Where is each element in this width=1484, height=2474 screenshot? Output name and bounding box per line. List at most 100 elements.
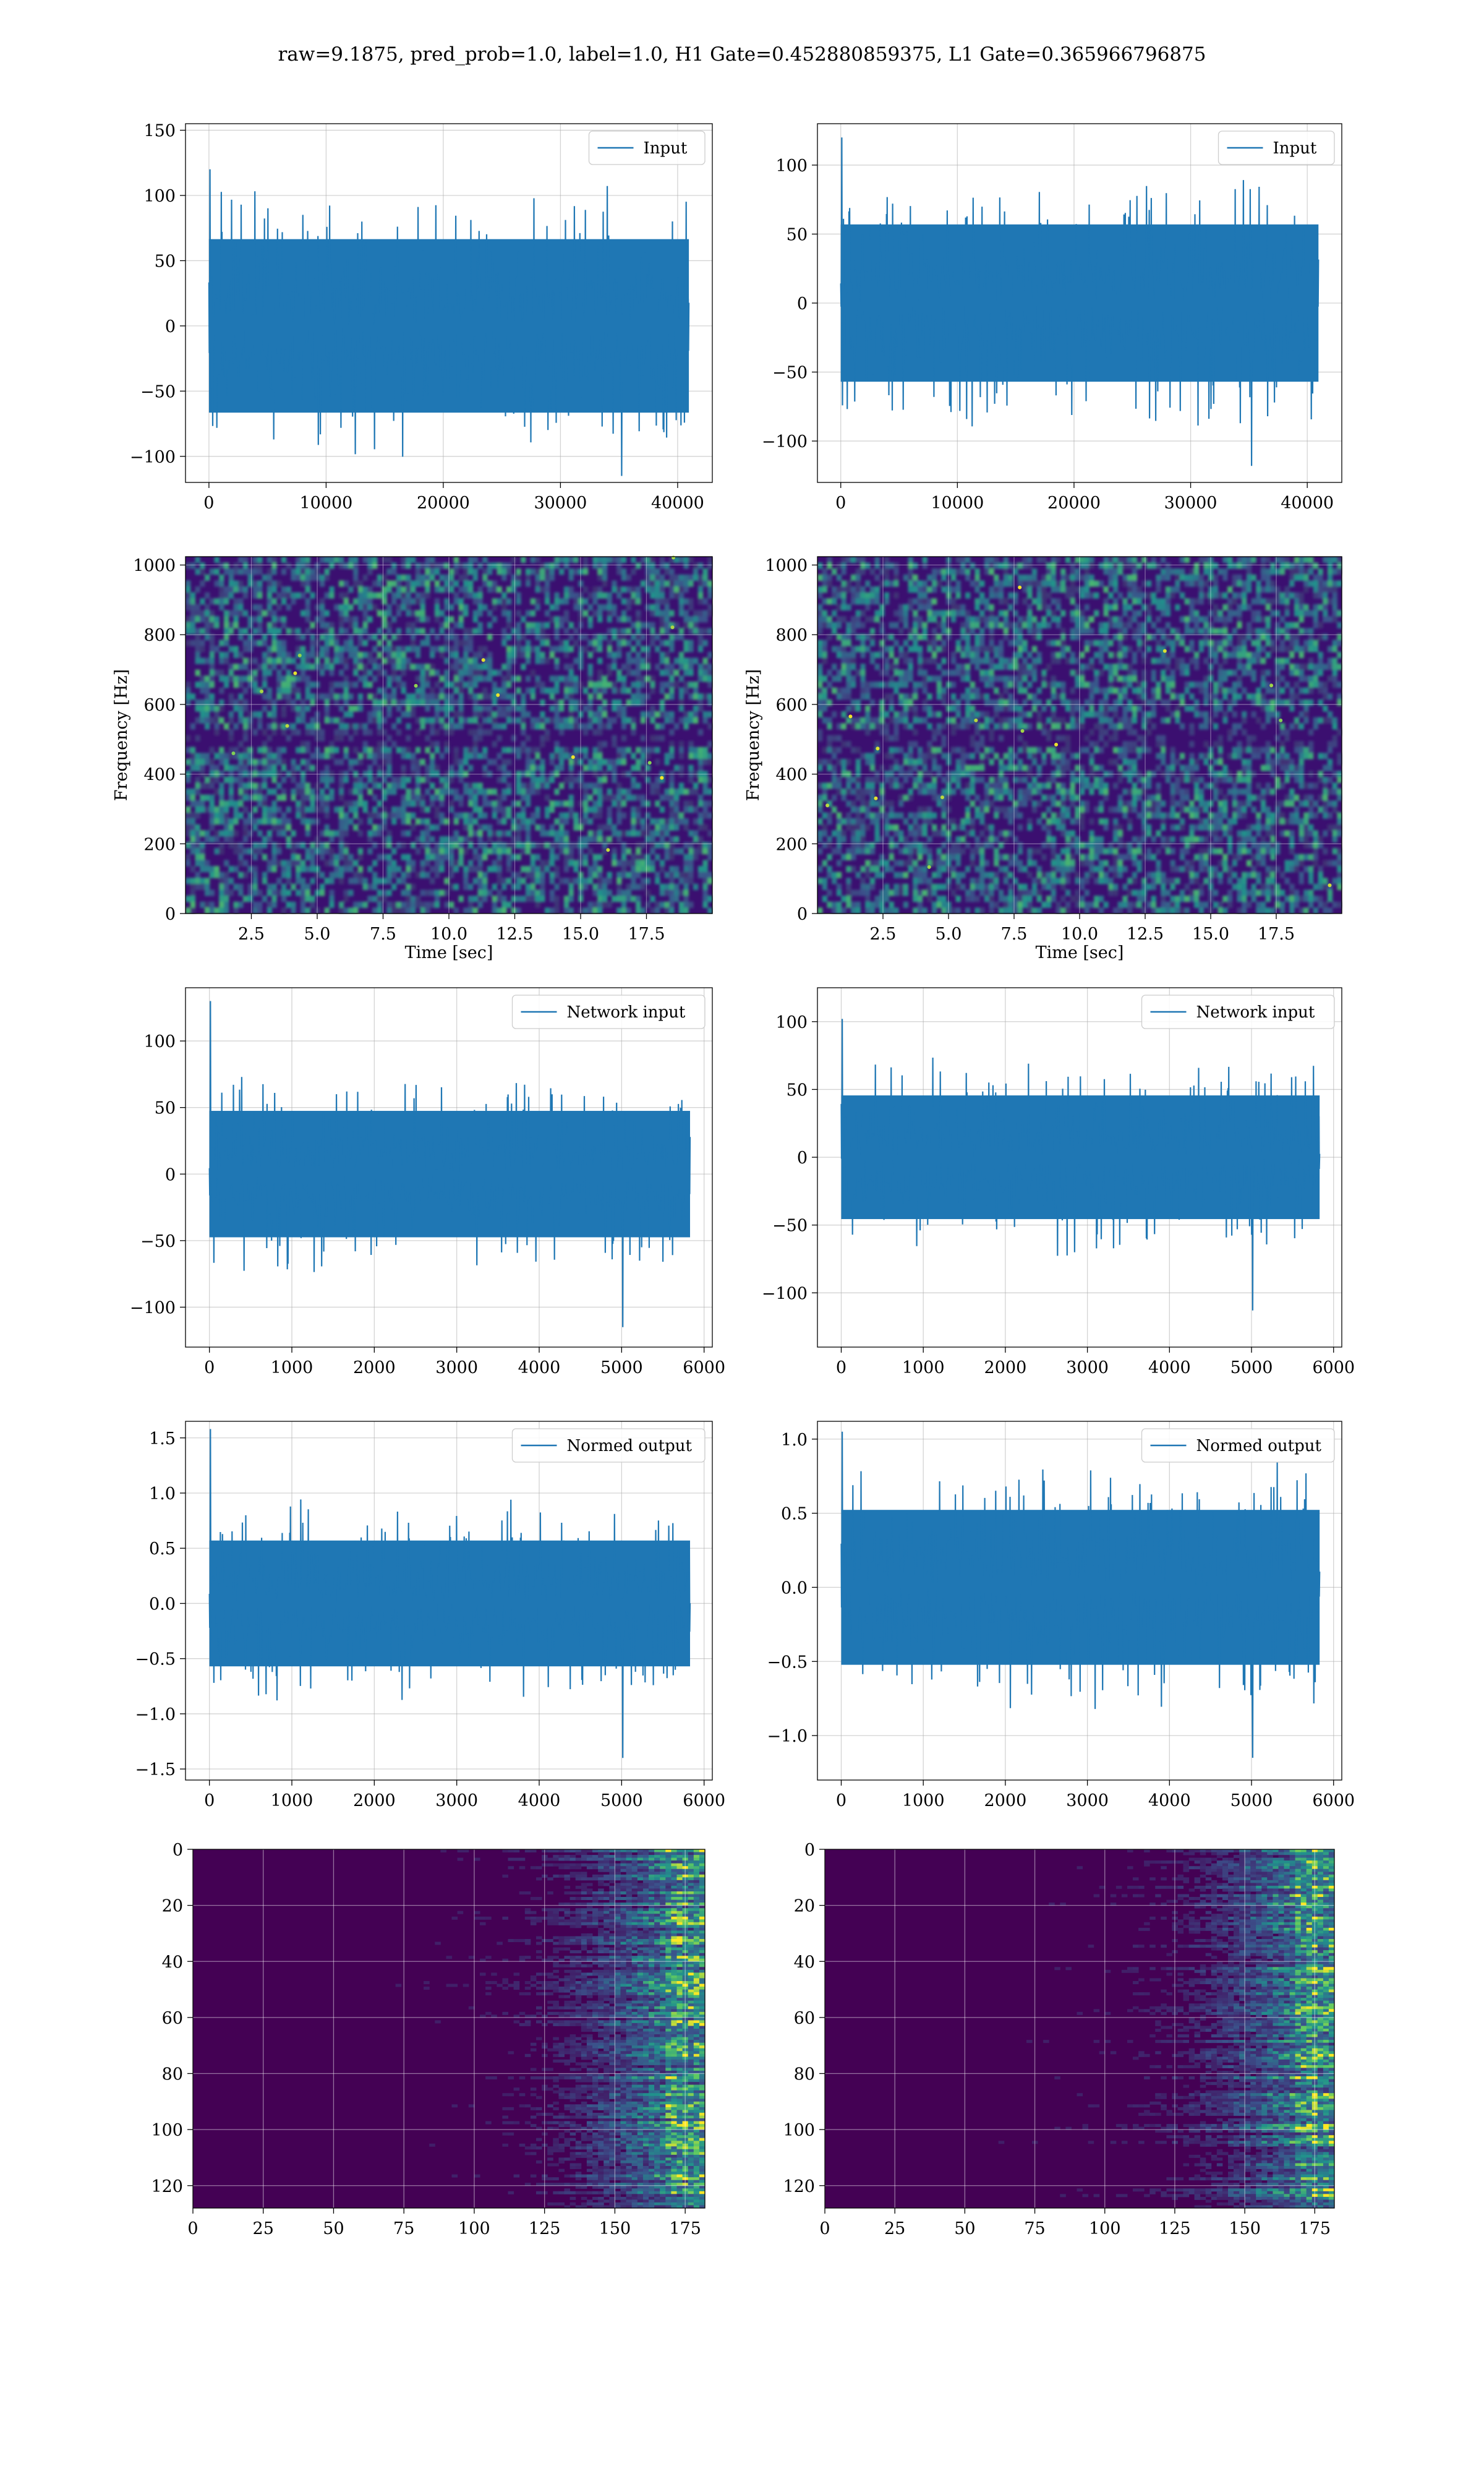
y-tick-label: 60 (162, 2009, 183, 2028)
x-tick-label: 100 (1089, 2219, 1121, 2238)
series-line-network-input (208, 1001, 691, 1327)
x-tick-label: 17.5 (1258, 925, 1295, 944)
y-tick-label: 200 (143, 835, 176, 854)
x-tick-label: 4000 (518, 1791, 561, 1810)
legend: Input (588, 131, 706, 165)
x-tick-label: 5000 (600, 1358, 643, 1377)
x-tick-label: 12.5 (1127, 925, 1164, 944)
y-tick-label: 0 (165, 1165, 176, 1184)
bright-pixel (874, 796, 878, 800)
x-tick-label: 2000 (984, 1791, 1027, 1810)
x-tick-label: 15.0 (562, 925, 599, 944)
legend-label: Input (644, 139, 688, 158)
x-tick-label: 4000 (518, 1358, 561, 1377)
y-tick-label: 40 (162, 1953, 183, 1972)
x-axis-label: Time [sec] (405, 943, 493, 962)
axes-frame (185, 556, 713, 914)
chart-normed-output-l1: 0 1000 2000 3000 4000 5000 6000 −1.0 −0.5 0.0 0.5 1… (767, 1421, 1355, 1810)
y-tick-label: 200 (775, 835, 808, 854)
y-tick-label: 800 (143, 626, 176, 645)
figure-title: raw=9.1875, pred_prob=1.0, label=1.0, H1… (278, 43, 1206, 66)
y-tick-label: 150 (143, 122, 176, 141)
bright-pixel (1054, 742, 1059, 747)
legend-box (511, 995, 706, 1029)
bright-pixel (285, 724, 289, 728)
x-tick-label: 10.0 (1061, 925, 1098, 944)
x-tick-label: 175 (669, 2219, 701, 2238)
y-tick-label: −50 (140, 1232, 176, 1251)
y-tick-label: 80 (794, 2065, 815, 2084)
y-tick-label: −50 (772, 1217, 808, 1236)
y-tick-label: 0 (797, 1149, 808, 1168)
y-tick-label: −100 (130, 448, 176, 467)
bright-pixel (1020, 729, 1025, 733)
x-tick-label: 125 (529, 2219, 561, 2238)
bright-pixel (260, 689, 264, 693)
x-tick-label: 2000 (353, 1791, 396, 1810)
bright-pixel (670, 625, 675, 630)
y-tick-label: 400 (143, 766, 176, 785)
y-tick-label: 800 (775, 626, 808, 645)
x-tick-label: 75 (1024, 2219, 1045, 2238)
x-tick-label: 5.0 (304, 925, 331, 944)
y-tick-label: 120 (783, 2177, 815, 2196)
y-tick-label: 20 (794, 1897, 815, 1916)
x-tick-label: 4000 (1148, 1791, 1191, 1810)
x-tick-label: 3000 (435, 1791, 478, 1810)
bright-pixel (825, 803, 830, 808)
x-tick-label: 0 (836, 1791, 846, 1810)
y-tick-label: 120 (151, 2177, 183, 2196)
legend-box (588, 131, 706, 165)
legend: Normed output (1141, 1428, 1335, 1463)
x-tick-label: 150 (599, 2219, 631, 2238)
x-tick-label: 10000 (931, 494, 984, 513)
x-tick-label: 6000 (683, 1791, 725, 1810)
y-tick-label: 60 (794, 2009, 815, 2028)
bright-pixel (231, 751, 236, 755)
x-tick-label: 7.5 (1001, 925, 1028, 944)
x-axis-label: Time [sec] (1036, 943, 1124, 962)
y-tick-label: 0.0 (781, 1578, 808, 1598)
bright-pixel (1269, 683, 1274, 688)
x-tick-label: 2.5 (238, 925, 265, 944)
x-tick-label: 1000 (271, 1358, 313, 1377)
x-tick-label: 6000 (1312, 1358, 1355, 1377)
y-tick-label: −1.0 (135, 1705, 176, 1724)
x-tick-label: 10000 (299, 494, 352, 513)
legend: Network input (511, 995, 706, 1029)
bright-pixel (927, 865, 931, 869)
y-tick-label: 50 (155, 1099, 176, 1118)
legend-box (1217, 131, 1335, 165)
y-tick-label: −100 (762, 432, 808, 452)
y-tick-label: −50 (140, 382, 176, 401)
x-tick-label: 2000 (984, 1358, 1027, 1377)
heatmap-cells (395, 1849, 706, 2209)
bright-pixel (660, 776, 664, 780)
x-tick-label: 1000 (902, 1358, 945, 1377)
axes-frame (185, 1421, 713, 1781)
y-tick-label: 0.5 (149, 1539, 176, 1559)
x-tick-label: 0 (203, 494, 214, 513)
series-line-normed-output (840, 1431, 1321, 1758)
x-tick-label: 3000 (435, 1358, 478, 1377)
y-tick-label: 80 (162, 2065, 183, 2084)
x-tick-label: 175 (1299, 2219, 1331, 2238)
x-tick-label: 30000 (1164, 494, 1217, 513)
x-tick-label: 0 (835, 494, 846, 513)
legend-box (1141, 1428, 1335, 1463)
y-tick-label: 1000 (133, 557, 176, 576)
y-tick-label: 0 (797, 905, 808, 924)
axes-frame (817, 123, 1342, 483)
axes-frame (192, 1849, 706, 2209)
bright-pixel (496, 693, 500, 697)
bright-pixel (940, 795, 944, 800)
legend-label: Network input (567, 1003, 686, 1022)
chart-input-h1: 0 10000 20000 30000 40000 −100 −50 0 50 100 150 Inp… (130, 122, 713, 513)
x-tick-label: 4000 (1148, 1358, 1191, 1377)
y-tick-label: −100 (762, 1284, 808, 1303)
x-tick-label: 25 (884, 2219, 905, 2238)
y-tick-label: 1000 (765, 557, 808, 576)
legend-label: Input (1273, 139, 1317, 158)
axes-frame (817, 987, 1342, 1348)
x-tick-label: 2.5 (870, 925, 897, 944)
